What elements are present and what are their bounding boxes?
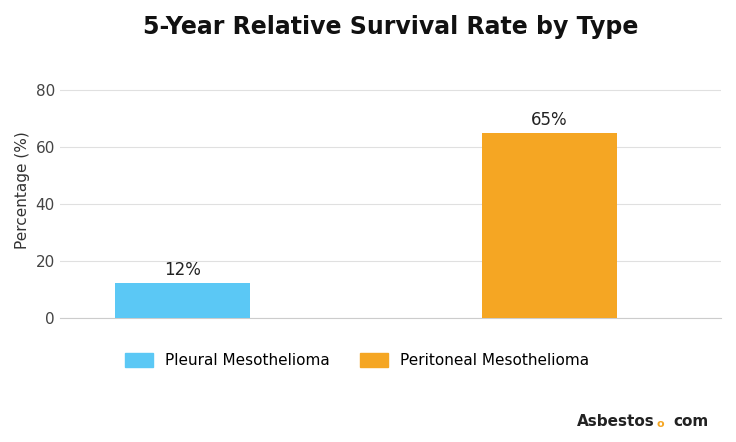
Legend: Pleural Mesothelioma, Peritoneal Mesothelioma: Pleural Mesothelioma, Peritoneal Mesothe… <box>118 346 597 376</box>
Text: com: com <box>673 414 709 429</box>
Bar <box>482 133 617 318</box>
Title: 5-Year Relative Survival Rate by Type: 5-Year Relative Survival Rate by Type <box>143 15 638 39</box>
Text: Asbestos: Asbestos <box>577 414 655 429</box>
Bar <box>115 283 250 318</box>
Text: 12%: 12% <box>164 261 201 279</box>
Y-axis label: Percentage (%): Percentage (%) <box>15 131 30 248</box>
Text: o: o <box>657 419 664 429</box>
Text: 65%: 65% <box>531 110 568 129</box>
